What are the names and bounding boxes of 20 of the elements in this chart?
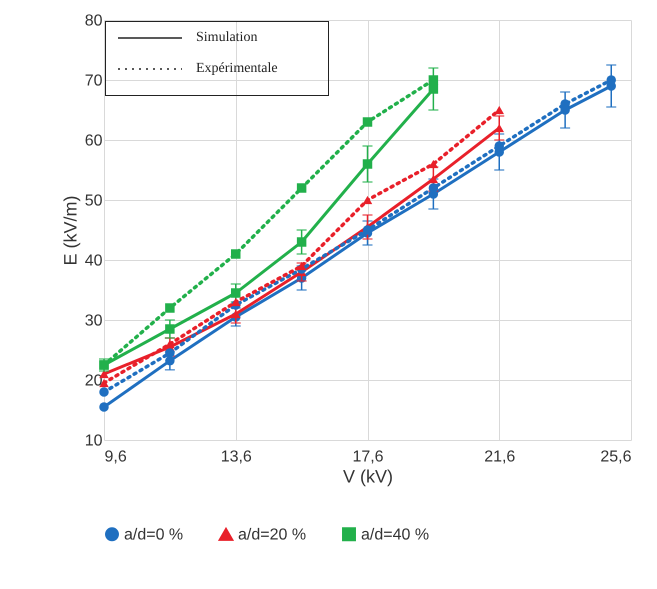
legend-label: a/d=0 %: [124, 526, 184, 544]
x-axis-title: V (kV): [342, 466, 394, 486]
x-tick-label: 17,6: [352, 448, 384, 466]
y-tick-label: 50: [84, 192, 103, 210]
annotation: Simulation: [196, 30, 258, 46]
y-tick-label: 40: [84, 252, 103, 270]
y-axis-title: E (kV/m): [60, 196, 81, 266]
annotation: Expérimentale: [196, 61, 278, 77]
x-tick-label: 9,6: [104, 448, 127, 466]
y-tick-label: 20: [84, 372, 103, 390]
y-tick-label: 70: [84, 72, 103, 90]
legend-label: a/d=40 %: [361, 526, 430, 544]
y-tick-label: 60: [84, 132, 103, 150]
y-tick-label: 80: [84, 12, 103, 30]
y-tick-label: 30: [84, 312, 103, 330]
legend-label: a/d=20 %: [238, 526, 306, 544]
x-tick-label: 25,6: [600, 448, 632, 466]
y-tick-label: 10: [84, 432, 103, 450]
x-tick-label: 21,6: [484, 448, 516, 466]
x-tick-label: 13,6: [220, 448, 252, 466]
